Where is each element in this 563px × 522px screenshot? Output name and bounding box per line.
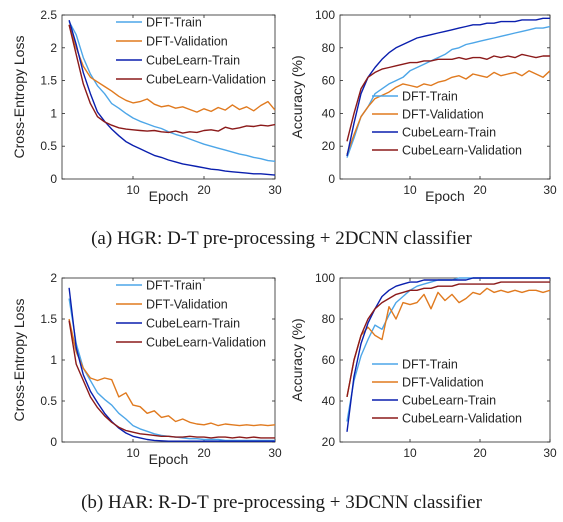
series-line-dft-train [346,25,550,158]
y-tick-label: 20 [322,435,336,449]
series-line-cubelearn-validation [346,281,550,398]
legend-label-cubelearn-train: CubeLearn-Train [402,394,496,408]
y-tick-label: 2 [50,41,57,55]
caption-b: (b) HAR: R-D-T pre-processing + 3DCNN cl… [81,492,482,513]
legend-label-cubelearn-validation: CubeLearn-Validation [402,412,522,426]
y-tick-label: 0.5 [40,139,57,153]
series-line-dft-train [68,21,275,162]
legend-label-dft-validation: DFT-Validation [146,298,228,312]
series-line-cubelearn-validation [68,320,275,439]
y-tick-label: 1.5 [40,74,57,88]
y-tick-label: 80 [322,41,336,55]
chart-panel-2: 0 20 40 60 80 100 10 20 30 Epoch Accuracy (%) DFT-T… [289,8,557,204]
x-tick-label: 10 [403,446,417,460]
legend-label-dft-train: DFT-Train [146,16,202,30]
x-tick-label: 10 [403,183,417,197]
y-axis-label: Accuracy (%) [289,55,305,138]
y-tick-label: 100 [315,8,335,22]
y-tick-label: 0 [328,172,335,186]
x-axis-label: Epoch [149,188,189,204]
y-axis-label: Cross-Entropy Loss [11,36,27,159]
y-tick-label: 1 [50,106,57,120]
x-tick-label: 20 [197,446,211,460]
y-tick-label: 20 [322,139,336,153]
plot-frame [339,14,551,180]
caption-a: (a) HGR: D-T pre-processing + 2DCNN clas… [91,228,472,249]
x-tick-label: 30 [543,183,557,197]
legend-label-cubelearn-train: CubeLearn-Train [402,126,496,140]
y-tick-label: 60 [322,74,336,88]
series-line-cubelearn-validation [68,24,275,134]
legend-label-cubelearn-train: CubeLearn-Train [146,317,240,331]
y-tick-label: 2 [50,271,57,285]
series-line-cubelearn-train [346,17,550,157]
x-tick-label: 30 [543,446,557,460]
x-tick-label: 30 [268,183,282,197]
y-tick-label: 0 [50,172,57,186]
legend-label-cubelearn-validation: CubeLearn-Validation [402,144,522,158]
x-axis-label: Epoch [149,451,189,467]
y-tick-label: 1.5 [40,312,57,326]
y-tick-label: 40 [322,106,336,120]
legend-label-dft-train: DFT-Train [402,358,458,372]
y-tick-label: 2.5 [40,8,57,22]
series-line-cubelearn-validation [346,53,550,142]
y-axis-label: Cross-Entropy Loss [11,299,27,422]
series-line-cubelearn-train [346,277,550,432]
chart-panel-1: 0 0.5 1 1.5 2 2.5 10 20 30 Epoch Cross-Entropy Los… [11,8,282,204]
legend-label-cubelearn-validation: CubeLearn-Validation [146,73,266,87]
y-tick-label: 60 [322,353,336,367]
x-tick-label: 20 [473,183,487,197]
series-line-dft-validation [68,24,275,113]
y-tick-label: 100 [315,271,335,285]
x-tick-label: 30 [268,446,282,460]
legend-label-dft-validation: DFT-Validation [402,108,484,122]
x-tick-label: 10 [126,183,140,197]
y-tick-label: 40 [322,394,336,408]
chart-panel-3: 0 0.5 1 1.5 2 10 20 30 Epoch Cross-Entropy Loss DF… [11,271,282,467]
y-tick-label: 0.5 [40,394,57,408]
y-tick-label: 80 [322,312,336,326]
y-tick-label: 1 [50,353,57,367]
x-tick-label: 10 [126,446,140,460]
legend-label-dft-train: DFT-Train [146,279,202,293]
series-line-cubelearn-train [68,287,275,442]
x-axis-label: Epoch [425,188,465,204]
y-axis-label: Accuracy (%) [289,318,305,401]
series-line-cubelearn-train [68,20,275,176]
plot-frame [61,14,276,180]
legend-label-dft-train: DFT-Train [402,90,458,104]
x-tick-label: 20 [197,183,211,197]
x-tick-label: 20 [473,446,487,460]
legend-label-cubelearn-validation: CubeLearn-Validation [146,336,266,350]
series-line-dft-validation [68,318,275,427]
legend-label-cubelearn-train: CubeLearn-Train [146,54,240,68]
legend-label-dft-validation: DFT-Validation [146,35,228,49]
legend-label-dft-validation: DFT-Validation [402,376,484,390]
y-tick-label: 0 [50,435,57,449]
chart-panel-4: 20 40 60 80 100 10 20 30 Accuracy (%) DFT-Train DF… [289,271,557,460]
series-line-dft-validation [346,287,550,398]
